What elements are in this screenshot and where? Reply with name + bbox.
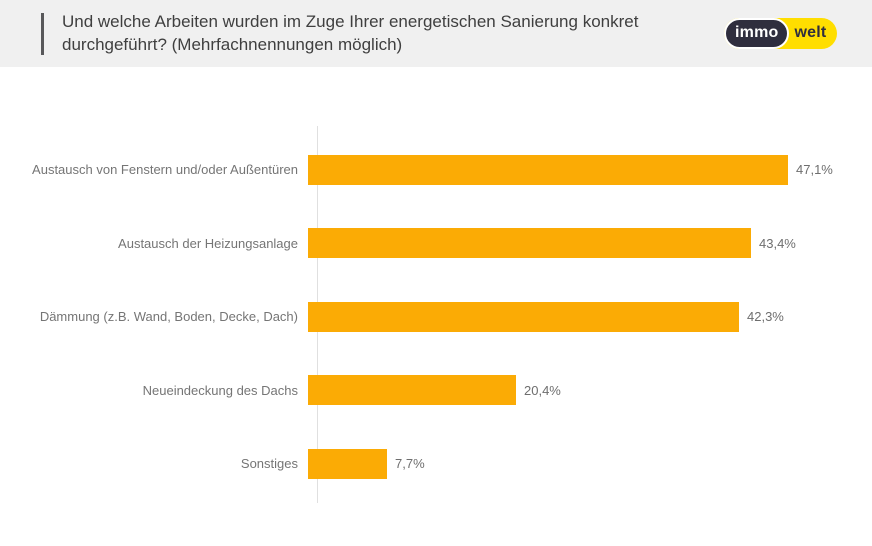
chart-rows: Austausch von Fenstern und/oder Außentür… (0, 133, 872, 501)
bar (308, 228, 751, 259)
bar (308, 375, 516, 406)
chart-row: Neueindeckung des Dachs 20,4% (0, 354, 872, 428)
chart-row: Austausch der Heizungsanlage 43,4% (0, 207, 872, 281)
category-label: Austausch der Heizungsanlage (118, 235, 298, 251)
value-label: 42,3% (747, 309, 784, 325)
bar-area: 20,4% (308, 354, 872, 428)
bar (308, 301, 739, 332)
logo-immo-text: immo (735, 23, 779, 41)
chart-row: Sonstiges 7,7% (0, 427, 872, 501)
value-label: 47,1% (796, 162, 833, 178)
bar-area: 42,3% (308, 280, 872, 354)
bar (308, 154, 788, 185)
value-label: 20,4% (524, 382, 561, 398)
bar (308, 448, 387, 479)
bar-chart: Austausch von Fenstern und/oder Außentür… (0, 126, 872, 503)
logo-welt-text: welt (794, 23, 827, 41)
category-label: Sonstiges (240, 456, 298, 472)
bar-area: 47,1% (308, 133, 872, 207)
logo-immo-pill: immo (724, 18, 790, 49)
immowelt-logo: immo welt (724, 18, 838, 49)
value-label: 43,4% (759, 235, 796, 251)
category-label: Austausch von Fenstern und/oder Außentür… (32, 162, 298, 178)
chart-row: Dämmung (z.B. Wand, Boden, Decke, Dach) … (0, 280, 872, 354)
category-label: Dämmung (z.B. Wand, Boden, Decke, Dach) (39, 309, 298, 325)
header: Und welche Arbeiten wurden im Zuge Ihrer… (0, 0, 872, 67)
bar-area: 43,4% (308, 207, 872, 281)
header-accent-bar (41, 12, 44, 55)
category-label: Neueindeckung des Dachs (142, 382, 298, 398)
page-title: Und welche Arbeiten wurden im Zuge Ihrer… (62, 12, 639, 54)
chart-row: Austausch von Fenstern und/oder Außentür… (0, 133, 872, 207)
bar-area: 7,7% (308, 427, 872, 501)
value-label: 7,7% (395, 456, 425, 472)
